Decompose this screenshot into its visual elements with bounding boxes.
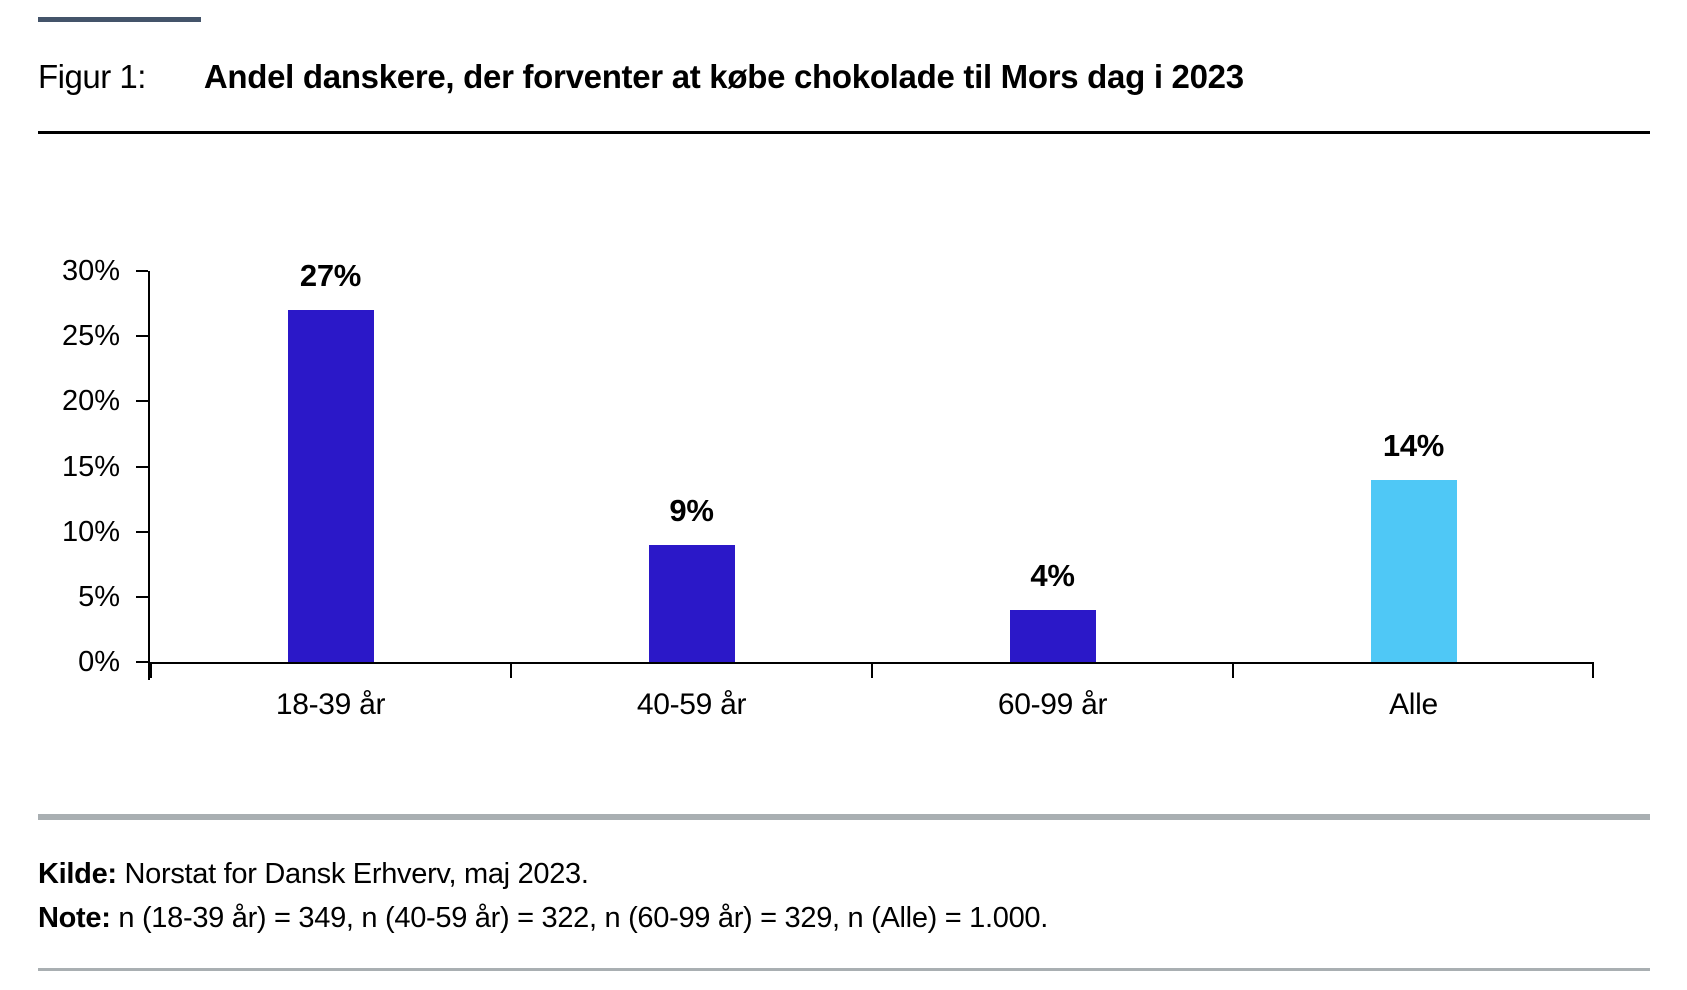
bar: [1009, 609, 1096, 662]
y-axis-tick: [136, 400, 148, 403]
bar-value-label: 27%: [299, 258, 362, 294]
x-category-label: 18-39 år: [275, 688, 386, 721]
bar-value-label: 14%: [1382, 427, 1445, 463]
bar-value-label: 4%: [1030, 557, 1075, 593]
note-line: Note: n (18-39 år) = 349, n (40-59 år) =…: [38, 902, 1048, 935]
bar: [648, 544, 735, 662]
y-axis-tick: [136, 270, 148, 272]
bar: [287, 310, 374, 662]
x-category-label: Alle: [1389, 688, 1438, 721]
bar: [1370, 479, 1457, 662]
figure-title-row: Figur 1: Andel danskere, der forventer at…: [38, 58, 1650, 96]
x-category-label: 60-99 år: [997, 688, 1108, 721]
title-divider: [38, 131, 1650, 134]
y-axis-tick-label: 30%: [61, 255, 120, 287]
footer-separator-bar: [38, 814, 1650, 820]
y-axis-tick-label: 20%: [61, 385, 120, 418]
x-category-label: 40-59 år: [636, 688, 747, 721]
note-text: n (18-39 år) = 349, n (40-59 år) = 322, …: [110, 902, 1048, 934]
y-axis-tick: [136, 530, 148, 533]
source-text: Norstat for Dansk Erhverv, maj 2023.: [116, 858, 589, 890]
accent-bar: [38, 17, 201, 22]
figure-number-label: Figur 1:: [38, 58, 146, 95]
x-axis-tick: [1232, 662, 1234, 678]
y-axis-line: [148, 271, 150, 680]
x-axis-tick: [1592, 662, 1594, 678]
y-axis-tick-label: 5%: [78, 580, 120, 613]
source-line: Kilde: Norstat for Dansk Erhverv, maj 20…: [38, 858, 589, 891]
bar-value-label: 9%: [669, 492, 714, 528]
y-axis-tick-label: 10%: [61, 515, 120, 548]
x-axis-tick: [150, 662, 152, 678]
y-axis-tick: [136, 465, 148, 468]
y-axis-tick-label: 0%: [78, 646, 120, 678]
y-axis-tick-label: 15%: [61, 450, 120, 483]
note-label: Note:: [38, 902, 111, 934]
source-label: Kilde:: [38, 858, 117, 890]
y-axis-tick: [136, 595, 148, 598]
figure-title: Andel danskere, der forventer at købe ch…: [203, 58, 1244, 95]
y-axis-tick-label: 25%: [61, 320, 120, 353]
x-axis-tick: [871, 662, 873, 678]
bar-chart-plot-area: 0% 5% 10% 15% 20% 25% 30% 27% 18-39 år 9% 40-59 år…: [62, 255, 1594, 721]
x-axis-tick: [510, 662, 512, 678]
bottom-divider: [38, 968, 1650, 971]
y-axis-tick: [136, 661, 148, 663]
y-axis-tick: [136, 335, 148, 338]
